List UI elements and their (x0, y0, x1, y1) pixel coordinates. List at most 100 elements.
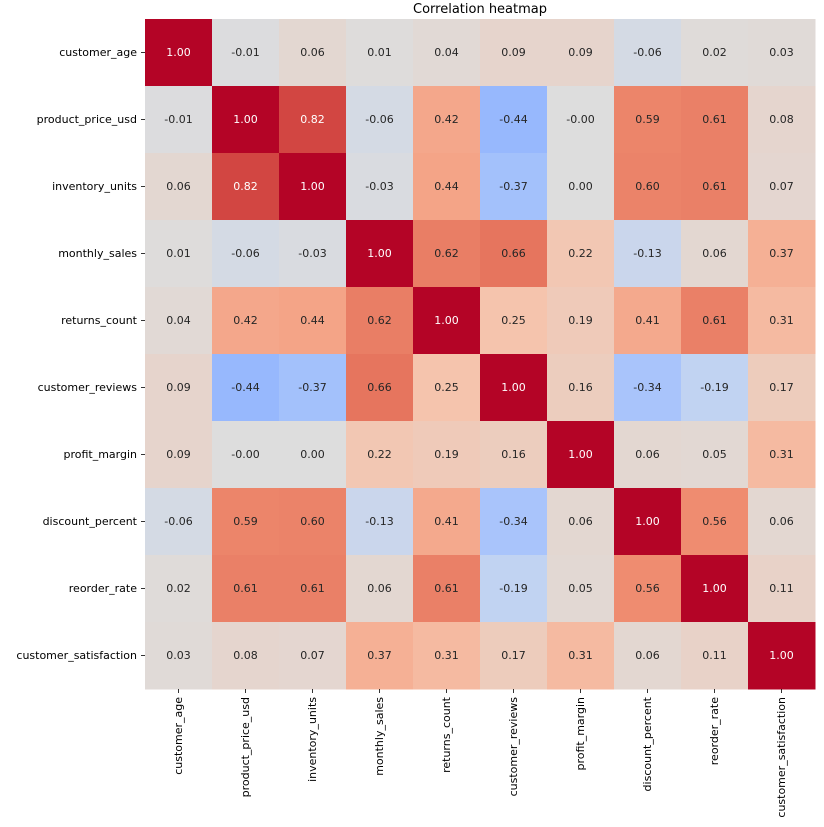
heatmap-cell (145, 622, 213, 690)
cell-value-label: 0.42 (434, 113, 459, 126)
column-tick-label: customer_age (172, 697, 185, 775)
heatmap-cell (614, 488, 682, 556)
cell-value-label: 1.00 (702, 582, 727, 595)
row-tick-labels: customer_age product_price_usd inventory_u… (16, 46, 145, 662)
heatmap-cell (413, 287, 481, 355)
heatmap-cell (480, 622, 548, 690)
cell-value-label: 0.07 (769, 180, 794, 193)
cell-value-label: 0.19 (568, 314, 593, 327)
row-tick-label: customer_satisfaction (16, 649, 137, 662)
heatmap-cell (614, 287, 682, 355)
column-tick-label: monthly_sales (373, 697, 386, 776)
heatmap-cell (212, 220, 280, 288)
cell-value-label: 0.04 (166, 314, 191, 327)
cell-value-label: 0.03 (166, 649, 191, 662)
cell-value-label: -0.34 (499, 515, 527, 528)
heatmap-cell (614, 19, 682, 87)
cell-value-label: 0.59 (635, 113, 660, 126)
cell-value-label: 0.61 (702, 314, 727, 327)
cell-value-label: 0.06 (367, 582, 392, 595)
heatmap-cell (547, 153, 615, 221)
cell-value-label: 0.59 (233, 515, 258, 528)
cell-value-label: 0.66 (501, 247, 526, 260)
cell-value-label: -0.00 (231, 448, 259, 461)
heatmap-cell (681, 488, 749, 556)
cell-value-label: 0.61 (300, 582, 325, 595)
row-tick-label: profit_margin (63, 448, 137, 461)
row-tick-label: customer_reviews (38, 381, 138, 394)
heatmap-cell (614, 421, 682, 489)
row-tick-label: product_price_usd (37, 113, 137, 126)
heatmap-cell (480, 86, 548, 154)
column-tick-label: product_price_usd (239, 697, 252, 797)
heatmap-cell (748, 488, 816, 556)
cell-value-label: 1.00 (769, 649, 794, 662)
heatmap-cell (346, 153, 414, 221)
cell-value-label: 0.09 (166, 381, 191, 394)
heatmap-cell (748, 220, 816, 288)
heatmap-cell (279, 622, 347, 690)
cell-value-label: 0.61 (434, 582, 459, 595)
cell-value-label: 0.37 (769, 247, 794, 260)
column-tick-label: reorder_rate (708, 697, 721, 765)
cell-value-label: 0.62 (434, 247, 459, 260)
chart-title: Correlation heatmap (413, 2, 547, 17)
cell-value-label: 0.31 (769, 448, 794, 461)
heatmap-cell (480, 488, 548, 556)
heatmap-cell (681, 622, 749, 690)
column-tick-label: inventory_units (306, 697, 319, 782)
heatmap-cell (279, 86, 347, 154)
heatmap-cell (279, 421, 347, 489)
cell-value-label: 0.82 (233, 180, 258, 193)
heatmap-cell (279, 287, 347, 355)
heatmap-cell (212, 555, 280, 623)
cell-value-label: 1.00 (635, 515, 660, 528)
row-tick-label: inventory_units (52, 180, 137, 193)
column-tick-labels: customer_age product_price_usd inventory_u… (172, 689, 788, 818)
heatmap-cell (346, 555, 414, 623)
cell-value-label: 1.00 (166, 46, 191, 59)
heatmap-cell (413, 488, 481, 556)
heatmap-cell (413, 86, 481, 154)
heatmap-cell (145, 421, 213, 489)
heatmap-cell (614, 153, 682, 221)
cell-value-label: -0.06 (633, 46, 661, 59)
cell-value-label: 0.22 (568, 247, 593, 260)
cell-value-label: 0.05 (568, 582, 593, 595)
heatmap-cell (413, 421, 481, 489)
cell-value-label: 0.44 (300, 314, 325, 327)
cell-value-label: 0.00 (300, 448, 325, 461)
heatmap-cell (614, 354, 682, 422)
cell-value-label: 0.09 (568, 46, 593, 59)
heatmap-cell (480, 19, 548, 87)
heatmap-cell (279, 153, 347, 221)
heatmap-cell (748, 421, 816, 489)
cell-value-label: 1.00 (367, 247, 392, 260)
cell-value-label: 0.06 (568, 515, 593, 528)
cell-value-label: 0.06 (635, 448, 660, 461)
heatmap-cell (212, 86, 280, 154)
cell-value-label: 0.42 (233, 314, 258, 327)
cell-value-label: 0.22 (367, 448, 392, 461)
heatmap-cell (346, 19, 414, 87)
cell-value-label: -0.19 (700, 381, 728, 394)
heatmap-cell (614, 555, 682, 623)
cell-value-label: 0.09 (501, 46, 526, 59)
heatmap-cell (681, 287, 749, 355)
cell-value-label: 0.82 (300, 113, 325, 126)
heatmap-cell (145, 220, 213, 288)
heatmap-cell (413, 354, 481, 422)
cell-value-label: 0.17 (769, 381, 794, 394)
heatmap-cell (480, 153, 548, 221)
heatmap-cell (547, 287, 615, 355)
cell-value-label: -0.37 (499, 180, 527, 193)
cell-value-label: 0.06 (635, 649, 660, 662)
row-tick-label: customer_age (59, 46, 137, 59)
cell-value-label: 0.02 (702, 46, 727, 59)
cell-value-label: 0.16 (501, 448, 526, 461)
heatmap-cell (547, 354, 615, 422)
heatmap-cell (346, 421, 414, 489)
heatmap-cell (145, 555, 213, 623)
column-tick-label: discount_percent (641, 696, 654, 791)
cell-value-label: -0.13 (365, 515, 393, 528)
